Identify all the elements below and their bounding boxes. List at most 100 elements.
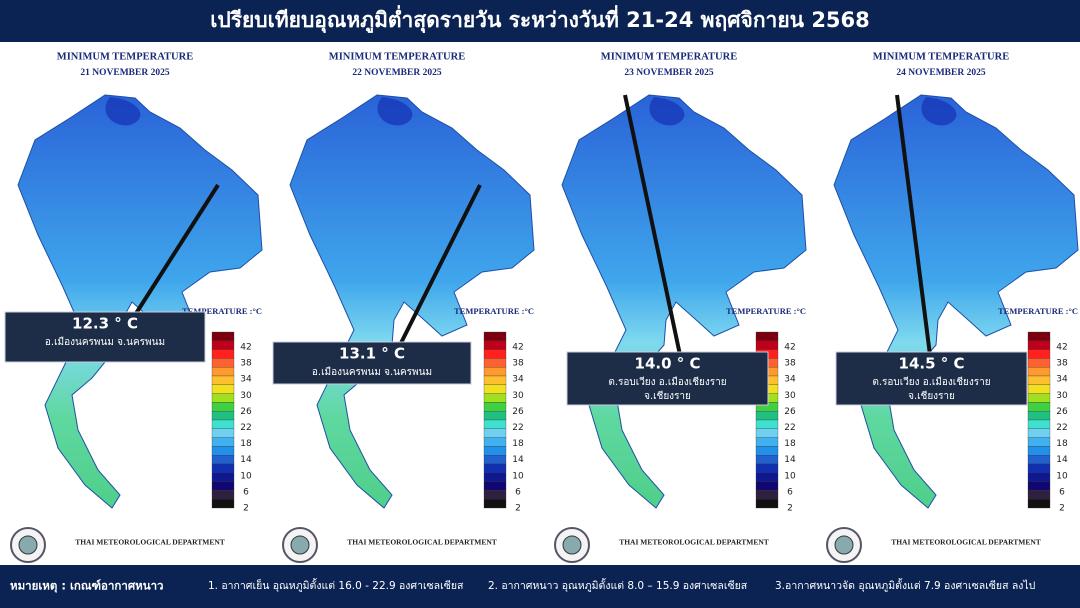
colorbar-cell — [483, 446, 507, 456]
colorbar-cell — [1027, 419, 1051, 429]
callout-location: อ.เมืองนครพนม จ.นครพนม — [45, 336, 165, 348]
colorbar-cell — [755, 340, 779, 350]
colorbar-label: 10 — [784, 471, 796, 481]
colorbar-label: 18 — [240, 439, 252, 449]
colorbar-label: 10 — [1056, 471, 1068, 481]
colorbar-label: 6 — [787, 487, 793, 497]
callout-location: จ.เชียงราย — [644, 390, 691, 402]
colorbar-label: 42 — [784, 343, 795, 353]
colorbar-label: 38 — [512, 359, 524, 369]
note-label: หมายเหตุ : เกณฑ์อากาศหนาว — [10, 579, 164, 594]
legend-title: TEMPERATURE :°C — [454, 306, 534, 316]
map-date: 23 NOVEMBER 2025 — [624, 68, 713, 78]
colorbar-label: 18 — [784, 439, 796, 449]
colorbar-cell — [755, 463, 779, 473]
colorbar-cell — [1027, 331, 1051, 341]
colorbar-cell — [755, 481, 779, 491]
colorbar-cell — [1027, 393, 1051, 403]
colorbar-label: 2 — [1059, 504, 1065, 514]
callout-temperature: 14.0 ° C — [635, 355, 701, 373]
colorbar-label: 22 — [784, 423, 795, 433]
callout-temperature: 13.1 ° C — [339, 345, 405, 363]
colorbar-cell — [483, 437, 507, 447]
colorbar-cell — [211, 384, 235, 394]
colorbar-cell — [755, 499, 779, 509]
note-bar — [0, 565, 1080, 608]
colorbar-cell — [483, 472, 507, 482]
callout-location: ต.รอบเวียง อ.เมืองเชียงราย — [608, 376, 726, 388]
colorbar-cell — [1027, 384, 1051, 394]
colorbar-cell — [755, 490, 779, 500]
map-heading: MINIMUM TEMPERATURE — [601, 51, 737, 62]
callout-temperature: 12.3 ° C — [72, 315, 138, 333]
map-panel: MINIMUM TEMPERATURE 21 NOVEMBER 2025 TEMPE… — [4, 51, 263, 563]
colorbar-cell — [755, 411, 779, 421]
colorbar-cell — [483, 499, 507, 509]
colorbar-cell — [1027, 340, 1051, 350]
department-seal-inner — [18, 535, 38, 555]
agency-name: THAI METEOROLOGICAL DEPARTMENT — [619, 538, 769, 547]
colorbar-cell — [483, 367, 507, 377]
colorbar-cell — [211, 437, 235, 447]
colorbar-cell — [755, 455, 779, 465]
colorbar-cell — [211, 455, 235, 465]
colorbar-label: 30 — [240, 391, 252, 401]
colorbar-cell — [755, 419, 779, 429]
legend-title: TEMPERATURE :°C — [998, 306, 1078, 316]
colorbar-cell — [483, 411, 507, 421]
callout-box — [835, 351, 1028, 406]
callout-box — [272, 341, 472, 385]
colorbar-label: 14 — [784, 455, 796, 465]
pointer-line — [398, 184, 482, 346]
colorbar-cell — [1027, 446, 1051, 456]
map-heading: MINIMUM TEMPERATURE — [57, 51, 193, 62]
colorbar-label: 22 — [240, 423, 251, 433]
department-seal-inner — [834, 535, 854, 555]
colorbar-cell — [211, 367, 235, 377]
colorbar-label: 14 — [512, 455, 524, 465]
colorbar-label: 26 — [240, 407, 252, 417]
colorbar-label: 38 — [1056, 359, 1068, 369]
colorbar-cell — [1027, 481, 1051, 491]
colorbar-cell — [483, 402, 507, 412]
colorbar-label: 6 — [243, 487, 249, 497]
colorbar-label: 26 — [512, 407, 524, 417]
colorbar-cell — [211, 481, 235, 491]
note-item: 3.อากาศหนาวจัด อุณหภูมิตั้งแต่ 7.9 องศาเ… — [775, 578, 1036, 592]
colorbar-cell — [211, 402, 235, 412]
colorbar-cell — [1027, 472, 1051, 482]
colorbar-label: 30 — [784, 391, 796, 401]
colorbar-label: 26 — [784, 407, 796, 417]
colorbar-cell — [211, 393, 235, 403]
colorbar-label: 34 — [784, 375, 796, 385]
colorbar-cell — [483, 455, 507, 465]
colorbar-cell — [1027, 375, 1051, 385]
colorbar-cell — [755, 446, 779, 456]
colorbar-cell — [211, 375, 235, 385]
colorbar-cell — [1027, 437, 1051, 447]
colorbar-cell — [755, 331, 779, 341]
colorbar-label: 18 — [512, 439, 524, 449]
colorbar-cell — [755, 437, 779, 447]
colorbar-cell — [483, 481, 507, 491]
colorbar-cell — [1027, 428, 1051, 438]
colorbar-label: 22 — [1056, 423, 1067, 433]
colorbar-cell — [1027, 358, 1051, 368]
map-panel: MINIMUM TEMPERATURE 24 NOVEMBER 2025 TEMPE… — [826, 51, 1079, 563]
colorbar-label: 10 — [512, 471, 524, 481]
colorbar-cell — [483, 419, 507, 429]
colorbar-label: 2 — [515, 504, 521, 514]
map-panel: MINIMUM TEMPERATURE 22 NOVEMBER 2025 TEMPE… — [272, 51, 535, 563]
note-item: 2. อากาศหนาว อุณหภูมิตั้งแต่ 8.0 – 15.9 … — [488, 578, 748, 592]
map-heading: MINIMUM TEMPERATURE — [873, 51, 1009, 62]
colorbar-cell — [483, 428, 507, 438]
colorbar-label: 2 — [243, 504, 249, 514]
colorbar-cell — [1027, 349, 1051, 359]
agency-name: THAI METEOROLOGICAL DEPARTMENT — [891, 538, 1041, 547]
map-date: 24 NOVEMBER 2025 — [896, 68, 985, 78]
colorbar-label: 6 — [1059, 487, 1065, 497]
colorbar-cell — [211, 331, 235, 341]
colorbar-cell — [1027, 402, 1051, 412]
colorbar-cell — [1027, 463, 1051, 473]
header-bar — [0, 0, 1080, 42]
